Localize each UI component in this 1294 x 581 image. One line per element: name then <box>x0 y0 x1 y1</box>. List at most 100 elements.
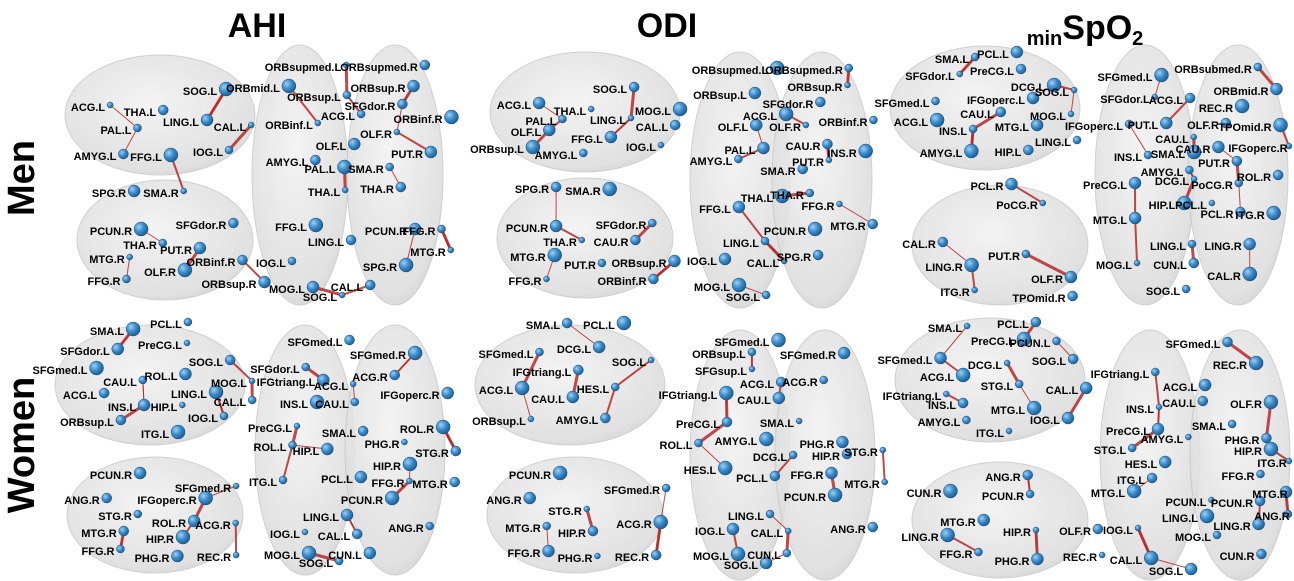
region-label: ACG.L <box>1149 95 1184 107</box>
region-label: AMYG.L <box>715 436 758 448</box>
node <box>134 510 142 518</box>
region-label: IOG.L <box>193 147 223 159</box>
node <box>972 287 978 293</box>
node <box>1016 64 1026 74</box>
node <box>783 549 791 557</box>
node <box>941 528 955 542</box>
region-label: FFG.R <box>372 478 405 490</box>
region-label: ORBsup.R <box>612 258 667 270</box>
node <box>882 479 888 485</box>
region-label: IOG.L <box>1030 415 1060 427</box>
region-label: IFGtriang.L <box>659 390 718 402</box>
node <box>1243 267 1257 281</box>
region-label: MTG.L <box>1091 488 1125 500</box>
region-label: ORBsup.L <box>287 92 341 104</box>
region-label: THA.R <box>543 237 577 249</box>
node <box>1254 63 1262 71</box>
node <box>127 254 133 260</box>
node <box>719 253 731 265</box>
region-label: MTG.L <box>991 405 1025 417</box>
node <box>1185 166 1193 174</box>
node <box>1244 238 1256 250</box>
node <box>444 110 458 124</box>
node <box>996 107 1006 117</box>
node <box>321 443 333 455</box>
node <box>880 447 886 453</box>
node <box>171 550 183 562</box>
node <box>233 520 239 526</box>
region-label: FFG.L <box>571 134 603 146</box>
node <box>1191 134 1197 140</box>
region-label: PCL.L <box>997 319 1029 331</box>
region-label: PUT.R <box>988 251 1020 263</box>
region-label: INS.L <box>108 402 136 414</box>
region-label: HIP.R <box>812 451 840 463</box>
region-label: CAL.L <box>214 397 247 409</box>
region-label: SMA.L <box>90 326 125 338</box>
node <box>943 484 957 498</box>
node <box>785 528 791 534</box>
node <box>179 402 185 408</box>
node <box>1199 379 1211 391</box>
region-label: OLF.L <box>511 127 542 139</box>
node <box>766 510 774 518</box>
node <box>1065 271 1077 283</box>
node <box>1027 401 1041 415</box>
region-label: ORBsupmed.R <box>340 62 418 74</box>
node <box>1257 470 1265 478</box>
region-label: SFGdor.L <box>905 71 955 83</box>
region-label: ROL.L <box>145 371 178 383</box>
region-label: SOG.L <box>724 560 759 572</box>
node <box>451 446 461 456</box>
region-label: SPG.R <box>515 184 549 196</box>
region-label: FFG.R <box>791 470 824 482</box>
node <box>164 148 178 162</box>
node <box>394 129 400 135</box>
region-label: AMYG.L <box>74 151 117 163</box>
region-label: SFGdor.R <box>176 220 227 232</box>
region-label: PUT.R <box>160 245 192 257</box>
region-label: MTG.R <box>81 528 116 540</box>
region-label: PreCG.L <box>138 340 182 352</box>
region-label: PCL.L <box>150 319 182 331</box>
node <box>594 553 600 559</box>
node <box>233 552 239 558</box>
node <box>1267 206 1281 220</box>
node <box>282 79 296 93</box>
region-label: SFGdor.R <box>763 99 814 111</box>
region-label: ORBsup.L <box>470 144 524 156</box>
node <box>184 318 192 326</box>
column-title: AHI <box>228 7 287 45</box>
node <box>1071 87 1077 93</box>
node <box>761 237 769 245</box>
region-label: TPOmid.R <box>1218 122 1271 134</box>
node <box>1033 527 1039 533</box>
node <box>1185 93 1195 103</box>
region-label: SFGmed.R <box>175 483 231 495</box>
region-label: SOG.L <box>1149 566 1184 578</box>
region-label: HIP.R <box>1234 446 1262 458</box>
region-label: FFG.R <box>509 276 542 288</box>
node <box>628 115 634 121</box>
region-label: LING.L <box>308 237 344 249</box>
node <box>859 144 873 158</box>
region-label: MTG.R <box>410 247 445 259</box>
node <box>426 522 434 530</box>
node <box>119 526 129 536</box>
region-label: MTG.R <box>412 479 447 491</box>
node <box>524 492 536 504</box>
node <box>309 218 323 232</box>
node <box>562 318 572 328</box>
node <box>408 346 422 360</box>
node <box>673 102 687 116</box>
region-label: CAL.L <box>331 282 364 294</box>
region-label: LING.R <box>1213 521 1250 533</box>
region-label: ORBinf.R <box>598 276 647 288</box>
node <box>719 386 733 400</box>
node <box>1031 317 1041 327</box>
region-label: ORBsubmed.R <box>1174 64 1252 76</box>
region-label: SPG.R <box>92 188 126 200</box>
node <box>390 370 400 380</box>
node <box>126 322 140 336</box>
region-label: ITG.L <box>976 428 1004 440</box>
